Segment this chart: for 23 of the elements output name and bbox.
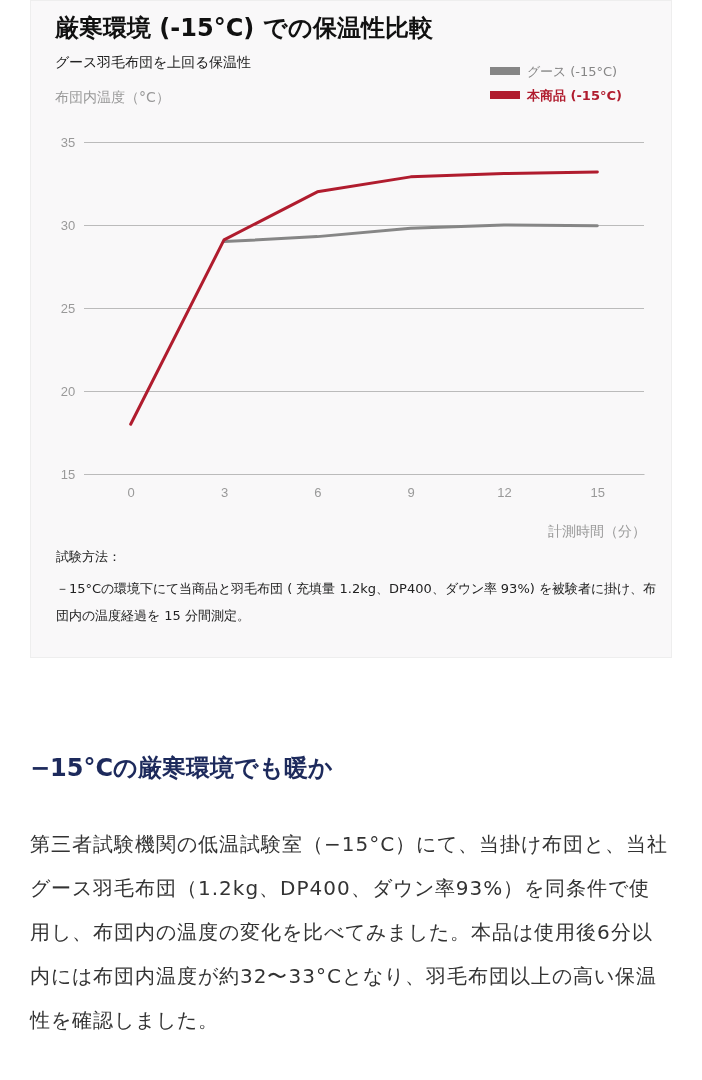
x-tick-label: 15 — [590, 485, 606, 501]
y-tick-label: 20 — [60, 383, 76, 399]
y-tick-label: 15 — [60, 466, 76, 482]
x-tick-label: 6 — [314, 485, 322, 501]
x-tick-label: 3 — [220, 485, 229, 501]
legend-label: 本商品 (-15°C) — [526, 88, 622, 103]
chart-subtitle: グース羽毛布団を上回る保温性 — [55, 54, 251, 70]
legend-label: グース (-15°C) — [527, 64, 618, 79]
line-series — [129, 170, 599, 426]
text: −15°Cの厳寒環境でも暖か — [30, 753, 334, 784]
line-series — [222, 223, 599, 244]
chart-title: 厳寒環境 (-15°C) での保温性比較 — [54, 14, 434, 42]
text: 第三者試験機関の低温試験室（−15°C）にて、当掛け布団と、当社グース羽毛布団（1.2kg、DP400、ダウン率93%）を同条件で使用し、布団内の温度の変化を比べてみました。本品は使用後6分以内には布団内温度が約32〜33°Cとなり、羽毛布団以上の高い保温性を確認しました。 — [30, 831, 670, 1034]
x-tick-label: 0 — [127, 485, 135, 501]
x-axis-title: 計測時間（分） — [548, 523, 646, 539]
y-tick-label: 30 — [60, 217, 76, 233]
y-tick-label: 25 — [60, 300, 76, 316]
text: －15°Cの環境下にて当商品と羽毛布団 ( 充填量 1.2kg、DP400、ダウン率 93%) を被験者に掛け、布団内の温度経過を 15 分間測定。 — [56, 580, 656, 625]
x-tick-label: 12 — [497, 485, 512, 501]
x-tick-label: 9 — [407, 485, 415, 501]
y-tick-label: 35 — [60, 134, 76, 150]
y-axis-title: 布団内温度（°C） — [55, 89, 170, 105]
text: 試験方法： — [56, 548, 121, 566]
